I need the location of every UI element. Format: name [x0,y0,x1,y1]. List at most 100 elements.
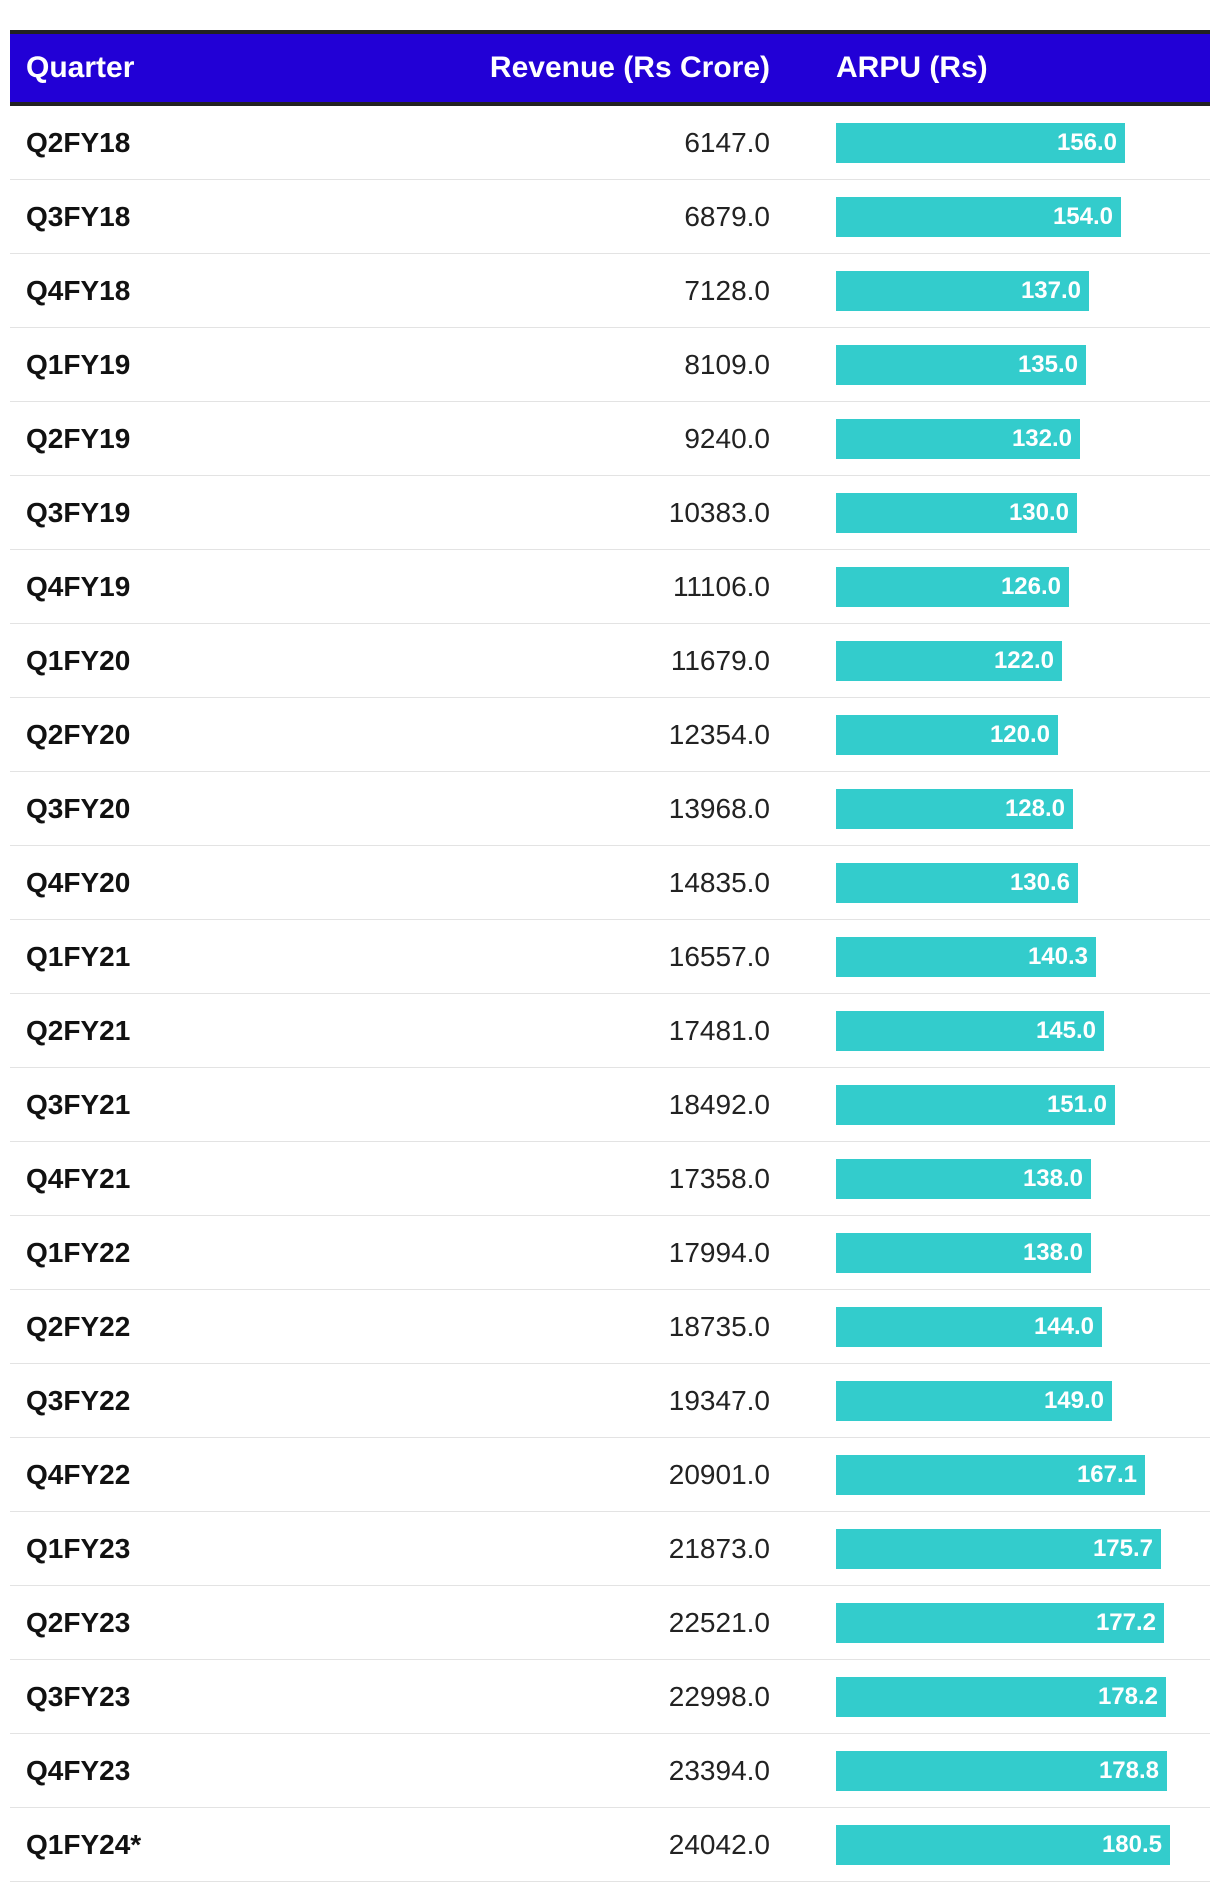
arpu-bar: 177.2 [836,1602,1164,1643]
revenue-cell: 18492.0 [668,1088,770,1120]
revenue-cell: 17481.0 [668,1014,770,1046]
table-row: Q4FY18 7128.0 137.0 [10,254,1210,328]
table-row: Q3FY22 19347.0 149.0 [10,1364,1210,1438]
arpu-bar-label: 140.3 [1027,942,1088,970]
quarter-cell: Q4FY18 [26,274,131,306]
arpu-cell: 178.2 [770,1676,1210,1717]
table-row: Q4FY19 11106.0 126.0 [10,550,1210,624]
arpu-bar: 120.0 [836,714,1058,755]
arpu-cell: 177.2 [770,1602,1210,1643]
quarter-cell: Q1FY21 [26,940,131,972]
table-row: Q2FY23 22521.0 177.2 [10,1586,1210,1660]
arpu-bar-label: 154.0 [1052,202,1113,230]
arpu-bar: 178.8 [836,1750,1167,1791]
revenue-cell: 8109.0 [684,348,770,380]
quarter-cell: Q1FY22 [26,1236,131,1268]
arpu-cell: 154.0 [770,196,1210,237]
arpu-bar-label: 144.0 [1033,1312,1094,1340]
quarter-cell: Q3FY21 [26,1088,131,1120]
arpu-bar-label: 130.0 [1008,498,1069,526]
data-table: Quarter Revenue (Rs Crore) ARPU (Rs) Q2F… [10,30,1210,1882]
table-row: Q1FY21 16557.0 140.3 [10,920,1210,994]
revenue-cell: 19347.0 [668,1384,770,1416]
arpu-bar-label: 128.0 [1004,794,1065,822]
arpu-cell: 128.0 [770,788,1210,829]
revenue-cell: 20901.0 [668,1458,770,1490]
arpu-bar: 180.5 [836,1824,1170,1865]
arpu-bar: 128.0 [836,788,1073,829]
table-row: Q2FY20 12354.0 120.0 [10,698,1210,772]
arpu-cell: 149.0 [770,1380,1210,1421]
revenue-cell: 23394.0 [668,1754,770,1786]
revenue-cell: 21873.0 [668,1532,770,1564]
arpu-bar-track: 175.7 [836,1528,1210,1569]
table-row: Q3FY23 22998.0 178.2 [10,1660,1210,1734]
table-row: Q4FY20 14835.0 130.6 [10,846,1210,920]
quarter-cell: Q4FY19 [26,570,131,602]
quarter-cell: Q3FY23 [26,1680,131,1712]
arpu-bar: 175.7 [836,1528,1161,1569]
arpu-bar-label: 178.8 [1098,1756,1159,1784]
arpu-bar-track: 156.0 [836,122,1210,163]
arpu-bar-label: 151.0 [1046,1090,1107,1118]
quarter-cell: Q1FY24* [26,1828,142,1860]
arpu-bar-track: 167.1 [836,1454,1210,1495]
table-row: Q2FY21 17481.0 145.0 [10,994,1210,1068]
table-row: Q3FY19 10383.0 130.0 [10,476,1210,550]
arpu-cell: 130.0 [770,492,1210,533]
revenue-cell: 22521.0 [668,1606,770,1638]
arpu-bar-label: 135.0 [1017,350,1078,378]
quarter-cell: Q2FY23 [26,1606,131,1638]
quarter-cell: Q3FY20 [26,792,131,824]
quarter-cell: Q1FY23 [26,1532,131,1564]
quarter-cell: Q1FY19 [26,348,131,380]
arpu-bar-track: 132.0 [836,418,1210,459]
table-row: Q1FY24* 24042.0 180.5 [10,1808,1210,1882]
arpu-bar-track: 135.0 [836,344,1210,385]
quarter-cell: Q3FY18 [26,200,131,232]
quarter-cell: Q4FY20 [26,866,131,898]
arpu-cell: 126.0 [770,566,1210,607]
arpu-bar: 126.0 [836,566,1069,607]
arpu-bar-label: 156.0 [1056,128,1117,156]
revenue-cell: 17994.0 [668,1236,770,1268]
arpu-cell: 178.8 [770,1750,1210,1791]
header-quarter: Quarter [26,51,135,84]
arpu-cell: 138.0 [770,1232,1210,1273]
arpu-bar-label: 177.2 [1095,1608,1156,1636]
arpu-bar: 138.0 [836,1232,1091,1273]
arpu-bar-track: 177.2 [836,1602,1210,1643]
arpu-bar-track: 140.3 [836,936,1210,977]
arpu-bar-track: 137.0 [836,270,1210,311]
quarter-cell: Q4FY21 [26,1162,131,1194]
table-row: Q1FY19 8109.0 135.0 [10,328,1210,402]
arpu-bar: 156.0 [836,122,1125,163]
arpu-bar: 138.0 [836,1158,1091,1199]
quarter-cell: Q4FY22 [26,1458,131,1490]
table-row: Q3FY18 6879.0 154.0 [10,180,1210,254]
table-row: Q4FY21 17358.0 138.0 [10,1142,1210,1216]
arpu-bar: 178.2 [836,1676,1166,1717]
arpu-bar-track: 145.0 [836,1010,1210,1051]
arpu-bar: 135.0 [836,344,1086,385]
table-row: Q1FY22 17994.0 138.0 [10,1216,1210,1290]
arpu-bar: 137.0 [836,270,1089,311]
arpu-bar-label: 167.1 [1076,1460,1137,1488]
header-arpu: ARPU (Rs) [836,51,988,84]
revenue-cell: 17358.0 [668,1162,770,1194]
arpu-cell: 151.0 [770,1084,1210,1125]
arpu-bar: 149.0 [836,1380,1112,1421]
revenue-cell: 13968.0 [668,792,770,824]
quarter-cell: Q2FY22 [26,1310,131,1342]
arpu-bar-label: 180.5 [1101,1830,1162,1858]
arpu-bar: 130.0 [836,492,1077,533]
revenue-cell: 11106.0 [672,570,770,602]
revenue-cell: 6879.0 [684,200,770,232]
arpu-cell: 135.0 [770,344,1210,385]
arpu-bar: 151.0 [836,1084,1115,1125]
arpu-cell: 122.0 [770,640,1210,681]
arpu-bar: 154.0 [836,196,1121,237]
arpu-bar-label: 145.0 [1035,1016,1096,1044]
table-row: Q4FY22 20901.0 167.1 [10,1438,1210,1512]
arpu-bar-track: 178.2 [836,1676,1210,1717]
